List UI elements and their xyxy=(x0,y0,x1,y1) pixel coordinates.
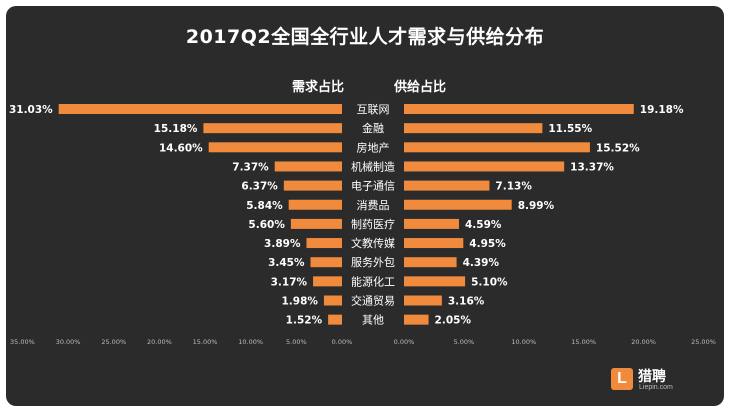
supply-value-label: 4.95% xyxy=(469,238,506,250)
category-label: 制药医疗 xyxy=(351,217,395,231)
demand-value-label: 1.98% xyxy=(281,296,318,308)
supply-value-label: 3.16% xyxy=(448,296,485,308)
supply-value-label: 2.05% xyxy=(435,315,472,327)
supply-bar xyxy=(404,180,490,191)
left-axis-tick: 30.00% xyxy=(56,338,81,346)
supply-value-label: 13.37% xyxy=(570,161,614,173)
right-axis-tick: 25.00% xyxy=(691,338,716,346)
liepin-logo-icon: L xyxy=(611,368,633,390)
demand-bar xyxy=(208,142,342,153)
demand-value-label: 3.17% xyxy=(271,276,308,288)
logo-url: Liepin.com xyxy=(639,384,673,391)
logo-name: 猎聘 xyxy=(638,369,666,385)
category-label: 能源化工 xyxy=(351,274,395,288)
supply-bar xyxy=(404,276,466,287)
supply-bar xyxy=(404,142,590,153)
demand-bar xyxy=(283,180,342,191)
demand-bar xyxy=(310,257,342,268)
category-label: 文教传媒 xyxy=(351,236,395,250)
left-axis-tick: 10.00% xyxy=(238,338,263,346)
category-label: 其他 xyxy=(362,314,384,327)
demand-bar xyxy=(328,314,342,325)
category-label: 电子通信 xyxy=(351,180,395,193)
left-axis-tick: 15.00% xyxy=(193,338,218,346)
supply-value-label: 19.18% xyxy=(640,104,684,116)
demand-value-label: 5.84% xyxy=(246,200,283,212)
category-label: 房地产 xyxy=(357,140,390,154)
demand-bar xyxy=(290,218,342,229)
demand-bar xyxy=(323,295,342,306)
right-axis-tick: 20.00% xyxy=(631,338,656,346)
chart-title: 2017Q2全国全行业人才需求与供给分布 xyxy=(185,26,545,48)
category-label: 机械制造 xyxy=(351,159,395,173)
left-axis-tick: 0.00% xyxy=(332,338,353,346)
supply-bar xyxy=(404,161,565,172)
chart-frame xyxy=(6,6,724,406)
left-axis-tick: 25.00% xyxy=(101,338,126,346)
supply-bar xyxy=(404,257,457,268)
demand-label: 需求占比 xyxy=(292,80,345,95)
supply-value-label: 4.59% xyxy=(465,219,502,231)
supply-value-label: 15.52% xyxy=(596,142,640,154)
demand-value-label: 14.60% xyxy=(159,142,203,154)
right-axis-tick: 10.00% xyxy=(511,338,536,346)
left-axis-tick: 35.00% xyxy=(10,338,35,346)
supply-bar xyxy=(404,123,543,134)
right-axis-tick: 15.00% xyxy=(571,338,596,346)
left-axis-tick: 20.00% xyxy=(147,338,172,346)
supply-value-label: 7.13% xyxy=(495,181,532,193)
demand-bar xyxy=(306,238,342,249)
supply-value-label: 5.10% xyxy=(471,276,508,288)
demand-bar xyxy=(203,123,342,134)
supply-value-label: 8.99% xyxy=(518,200,555,212)
supply-value-label: 4.39% xyxy=(463,257,500,269)
demand-bar xyxy=(58,104,342,114)
right-axis-tick: 0.00% xyxy=(394,338,415,346)
supply-bar xyxy=(404,199,512,210)
supply-bar xyxy=(404,314,429,325)
liepin-logo: L 猎聘 Liepin.com xyxy=(611,366,701,394)
category-label: 互联网 xyxy=(357,103,390,116)
category-label: 金融 xyxy=(362,121,384,135)
demand-value-label: 3.45% xyxy=(268,257,305,269)
demand-value-label: 5.60% xyxy=(248,219,285,231)
category-label: 服务外包 xyxy=(351,256,395,269)
demand-value-label: 15.18% xyxy=(154,123,198,135)
demand-bar xyxy=(288,199,342,210)
demand-value-label: 31.03% xyxy=(9,104,53,116)
supply-label: 供给占比 xyxy=(394,80,447,95)
supply-bar xyxy=(404,218,459,229)
supply-value-label: 11.55% xyxy=(548,123,592,135)
left-axis-tick: 5.00% xyxy=(286,338,307,346)
right-axis-tick: 5.00% xyxy=(454,338,475,346)
category-label: 消费品 xyxy=(357,198,390,212)
supply-bar xyxy=(404,238,464,249)
supply-bar xyxy=(404,104,634,114)
demand-value-label: 3.89% xyxy=(264,238,301,250)
demand-bar xyxy=(313,276,342,287)
demand-value-label: 1.52% xyxy=(286,315,323,327)
demand-value-label: 6.37% xyxy=(241,181,278,193)
demand-bar xyxy=(274,161,342,172)
category-label: 交通贸易 xyxy=(351,294,395,308)
supply-bar xyxy=(404,295,442,306)
demand-value-label: 7.37% xyxy=(232,161,269,173)
